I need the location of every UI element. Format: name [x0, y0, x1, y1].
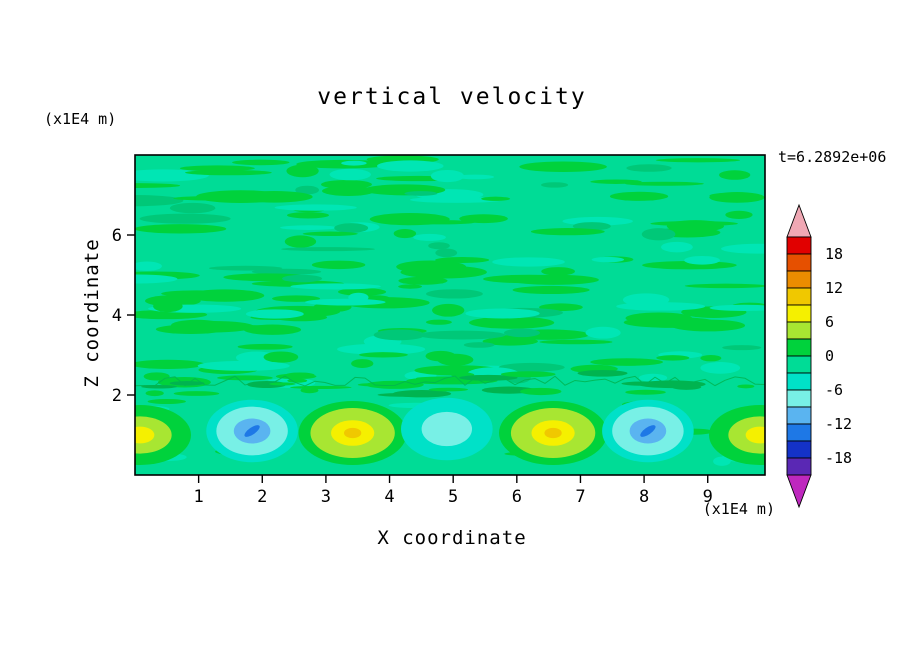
svg-text:18: 18: [825, 245, 843, 263]
svg-text:9: 9: [703, 487, 713, 507]
svg-text:12: 12: [825, 279, 843, 297]
svg-text:-6: -6: [825, 381, 843, 399]
svg-text:3: 3: [321, 487, 331, 507]
x-axis-unit-label: (x1E4 m): [702, 500, 775, 518]
svg-text:2: 2: [257, 487, 267, 507]
y-axis-unit-label: (x1E4 m): [44, 110, 117, 128]
svg-text:0: 0: [825, 347, 834, 365]
svg-text:4: 4: [112, 306, 122, 326]
svg-text:2: 2: [112, 386, 122, 406]
svg-text:4: 4: [384, 487, 394, 507]
svg-text:8: 8: [639, 487, 649, 507]
svg-text:6: 6: [512, 487, 522, 507]
svg-text:-18: -18: [825, 449, 852, 467]
contour-plot-area: 1 2 3 4 5 6 7 8 9 2 4 6: [95, 145, 815, 510]
svg-text:6: 6: [112, 226, 122, 246]
time-annotation: t=6.2892e+06: [778, 148, 887, 166]
x-axis-label: X coordinate: [377, 527, 527, 549]
svg-text:5: 5: [448, 487, 458, 507]
colorbar: 18 12 6 0 -6 -12 -18: [779, 199, 904, 514]
svg-text:-12: -12: [825, 415, 852, 433]
svg-text:1: 1: [194, 487, 204, 507]
svg-text:7: 7: [575, 487, 585, 507]
plot-title: vertical velocity: [317, 84, 587, 110]
svg-text:6: 6: [825, 313, 834, 331]
